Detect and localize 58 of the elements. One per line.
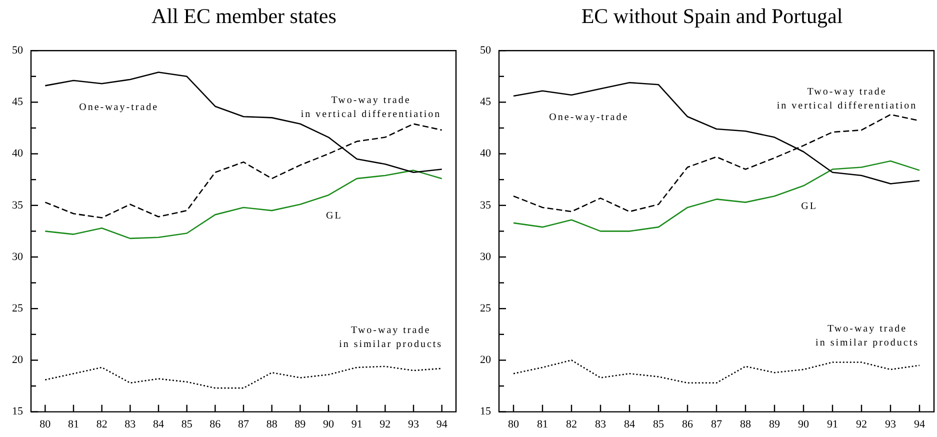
x-tick-label: 80 [40, 418, 52, 430]
x-tick-label: 92 [380, 418, 391, 430]
x-tick-label: 87 [711, 418, 722, 430]
x-tick-label: 92 [856, 418, 867, 430]
x-tick-label: 91 [351, 418, 362, 430]
x-tick-label: 84 [624, 418, 636, 430]
x-tick-label: 84 [153, 418, 164, 430]
chart-title: EC without Spain and Portugal [580, 4, 844, 29]
line-series [512, 360, 920, 384]
x-tick-label: 93 [408, 418, 420, 430]
x-tick-label: 81 [68, 418, 79, 430]
series-label: GL [801, 201, 818, 212]
series-label: Two-way trade in similar products [816, 323, 920, 348]
series-label: Two-way trade in vertical differentiation [776, 86, 918, 112]
y-tick-label: 30 [12, 250, 24, 263]
x-tick-label: 82 [566, 418, 577, 430]
x-tick-label: 86 [210, 418, 222, 430]
y-tick-label: 15 [12, 406, 24, 418]
chart-title: All EC member states [150, 4, 338, 29]
y-tick-label: 30 [480, 250, 492, 263]
y-tick-label: 40 [480, 148, 492, 160]
y-tick-label: 50 [480, 44, 492, 56]
y-tick-label: 50 [12, 44, 24, 56]
text: One-way-trade [79, 102, 159, 113]
x-tick-label: 80 [508, 418, 520, 430]
y-tick-label: 35 [480, 199, 492, 212]
y-tick-label: 25 [12, 302, 24, 314]
x-tick-label: 89 [294, 418, 306, 430]
x-tick-label: 88 [266, 418, 278, 430]
x-tick-label: 86 [682, 418, 694, 430]
x-tick-label: 88 [740, 418, 752, 430]
y-tick-label: 20 [480, 354, 492, 366]
x-tick-label: 90 [798, 418, 810, 430]
y-tick-label: 35 [12, 199, 24, 212]
y-tick-label: 45 [12, 96, 24, 108]
x-tick-label: 94 [436, 418, 448, 430]
x-tick-label: 91 [827, 418, 838, 430]
x-tick-label: 90 [323, 418, 334, 430]
x-tick-label: 89 [769, 418, 780, 430]
x-tick-label: 83 [124, 418, 136, 430]
y-tick-label: 20 [12, 354, 24, 366]
y-tick-label: 25 [480, 302, 492, 314]
x-tick-label: 85 [653, 418, 664, 430]
y-tick-label: 15 [480, 406, 492, 418]
series-label: Two-way trade in vertical differentiation [300, 94, 442, 120]
series-label: One-way-trade [549, 112, 629, 123]
x-tick-label: 93 [885, 418, 896, 430]
series-label: Two-way trade in similar products [339, 324, 443, 350]
y-tick-label: 40 [12, 148, 24, 160]
x-tick-label: 87 [238, 418, 250, 430]
x-tick-label: 83 [595, 418, 606, 430]
y-tick-label: 45 [480, 96, 492, 108]
line-series [44, 366, 442, 389]
series-label: GL [326, 210, 342, 222]
x-tick-label: 81 [537, 418, 548, 430]
x-tick-label: 94 [914, 418, 926, 430]
x-tick-label: 85 [181, 418, 193, 430]
x-tick-label: 82 [96, 418, 108, 430]
